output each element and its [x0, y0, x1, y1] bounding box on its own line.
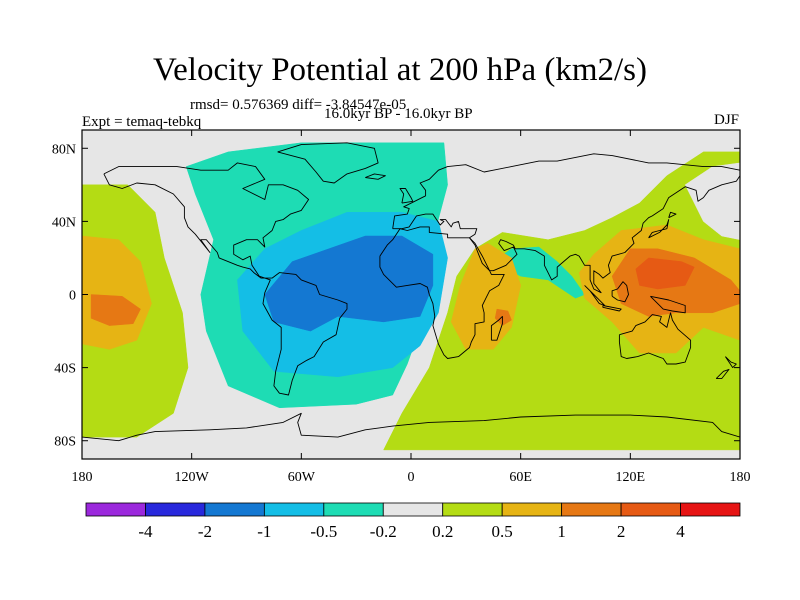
x-tick-label: 120E: [616, 470, 646, 485]
x-tick-label: 0: [408, 470, 415, 485]
coastline-4: [392, 153, 740, 294]
coastline-5: [379, 226, 505, 359]
axes: 180 120W 60W 0 60E 120E 180 80N 40N 0 40S 80S: [52, 130, 751, 485]
coastline-3: [399, 188, 414, 204]
contour-region-atlantic-minus1: [264, 235, 434, 332]
coastline-1: [277, 142, 379, 184]
x-tick-label: 120W: [175, 470, 210, 485]
colorbar-swatch: [620, 502, 681, 517]
colorbar: -4 -2 -1 -0.5 -0.2 0.2 0.5 1 2 4: [85, 502, 741, 541]
colorbar-swatch: [382, 502, 444, 517]
colorbar-swatch: [263, 502, 325, 517]
colorbar-swatch: [85, 502, 146, 517]
coastline-2: [365, 173, 386, 180]
x-tick-label: 60E: [509, 470, 532, 485]
x-tick-label: 180: [730, 470, 751, 485]
colorbar-label: 1: [557, 522, 566, 541]
contour-region-west-pacific-plus2: [635, 257, 695, 290]
x-tick-label: 180: [72, 470, 93, 485]
y-tick-label: 80S: [54, 435, 76, 450]
colorbar-label: 0.2: [432, 522, 453, 541]
coastline-16: [82, 412, 740, 442]
colorbar-swatch: [442, 502, 503, 517]
season-label: DJF: [713, 112, 739, 128]
contour-region-arabian-sea-minus0.2: [493, 246, 585, 299]
coastline-15: [715, 368, 730, 380]
stats-text: rmsd= 0.576369 diff= -3.84547e-05: [190, 97, 407, 113]
colorbar-swatch: [323, 502, 384, 517]
coastline-0: [103, 162, 348, 396]
y-tick-label: 0: [69, 289, 76, 304]
colorbar-swatch: [561, 502, 622, 517]
contour-region-northeast-pacific-plus0.2: [684, 162, 740, 240]
contour-region-indian-ocean-plus0.2: [383, 151, 740, 451]
period-label: 16.0kyr BP - 16.0kyr BP: [324, 106, 473, 122]
coastline-12: [648, 219, 670, 239]
colorbar-swatch: [501, 502, 563, 517]
colorbar-label: -0.5: [310, 522, 337, 541]
coastline-11: [650, 295, 686, 314]
colorbar-label: -4: [138, 522, 153, 541]
colorbar-swatch: [204, 502, 265, 517]
chart-title: Velocity Potential at 200 hPa (km2/s): [152, 52, 648, 88]
y-tick-label: 40N: [52, 215, 76, 230]
coastline-14: [725, 356, 737, 369]
contour-field: [82, 130, 740, 459]
coastline-10: [602, 305, 622, 312]
coastline-7: [618, 312, 692, 365]
colorbar-label: -0.2: [370, 522, 397, 541]
y-tick-label: 40S: [54, 362, 76, 377]
colorbar-label: -2: [198, 522, 212, 541]
coastlines: [82, 142, 740, 442]
coastline-9: [611, 281, 629, 303]
coastline-13: [668, 211, 677, 219]
colorbar-swatch: [680, 502, 741, 517]
contour-region-pacific-plus1: [90, 294, 141, 326]
contour-region-indian-ocean-plus1: [494, 308, 512, 326]
colorbar-label: -1: [257, 522, 271, 541]
coastline-6: [490, 315, 503, 341]
experiment-label: Expt = temaq-tebkq: [82, 114, 202, 130]
y-tick-label: 80N: [52, 142, 76, 157]
colorbar-label: 0.5: [492, 522, 513, 541]
colorbar-label: 4: [676, 522, 685, 541]
colorbar-label: 2: [617, 522, 626, 541]
x-tick-label: 60W: [288, 470, 316, 485]
colorbar-swatch: [145, 502, 206, 517]
